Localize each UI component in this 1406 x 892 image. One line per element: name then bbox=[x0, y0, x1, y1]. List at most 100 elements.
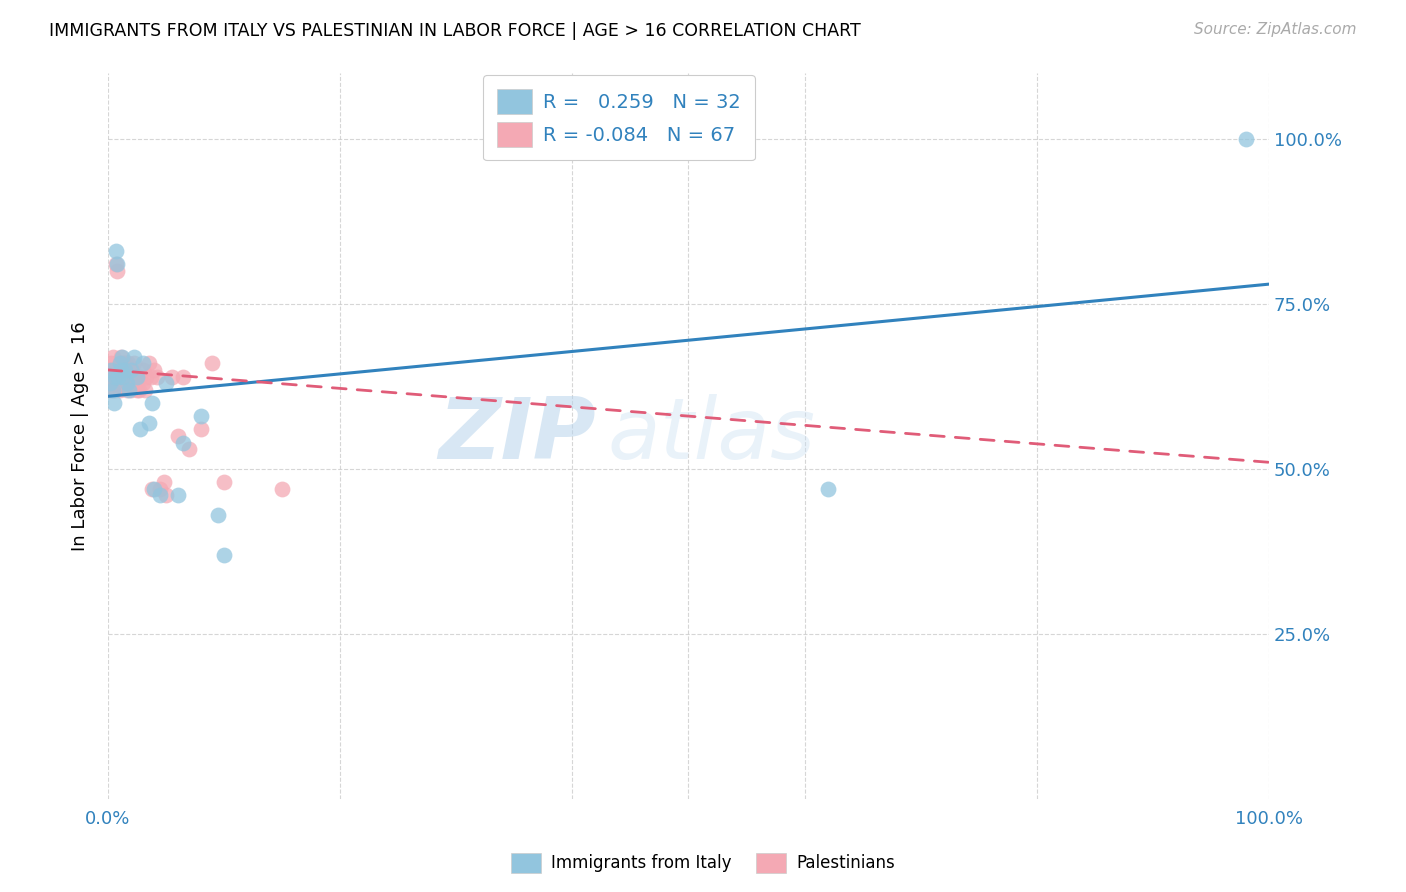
Point bbox=[138, 356, 160, 370]
Point bbox=[100, 356, 122, 370]
Legend: Immigrants from Italy, Palestinians: Immigrants from Italy, Palestinians bbox=[505, 847, 901, 880]
Point bbox=[149, 488, 172, 502]
Point bbox=[105, 257, 128, 271]
Point bbox=[128, 383, 150, 397]
Point bbox=[114, 356, 136, 370]
Point bbox=[125, 369, 148, 384]
Point bbox=[118, 376, 141, 391]
Text: ZIP: ZIP bbox=[437, 394, 596, 477]
Point bbox=[118, 383, 141, 397]
Point bbox=[129, 369, 152, 384]
Point bbox=[107, 369, 129, 384]
Point bbox=[122, 356, 145, 370]
Point bbox=[114, 363, 136, 377]
Point bbox=[124, 369, 146, 384]
Point bbox=[1234, 132, 1257, 146]
Point bbox=[134, 383, 156, 397]
Point bbox=[105, 376, 128, 391]
Legend: R =   0.259   N = 32, R = -0.084   N = 67: R = 0.259 N = 32, R = -0.084 N = 67 bbox=[484, 76, 755, 161]
Point bbox=[138, 416, 160, 430]
Point bbox=[98, 363, 121, 377]
Point bbox=[110, 350, 132, 364]
Point bbox=[104, 369, 127, 384]
Point bbox=[141, 396, 163, 410]
Point bbox=[145, 369, 167, 384]
Point bbox=[112, 356, 135, 370]
Point bbox=[190, 409, 212, 423]
Point bbox=[155, 488, 177, 502]
Point bbox=[112, 369, 135, 384]
Point bbox=[120, 383, 142, 397]
Point bbox=[105, 363, 128, 377]
Point bbox=[143, 363, 166, 377]
Point bbox=[155, 376, 177, 391]
Point bbox=[120, 363, 142, 377]
Point bbox=[110, 363, 132, 377]
Point bbox=[143, 482, 166, 496]
Point bbox=[152, 475, 174, 489]
Point bbox=[112, 376, 135, 391]
Point bbox=[103, 376, 125, 391]
Point bbox=[120, 369, 142, 384]
Point bbox=[190, 422, 212, 436]
Point bbox=[101, 369, 124, 384]
Point bbox=[105, 244, 128, 259]
Point bbox=[104, 383, 127, 397]
Point bbox=[103, 363, 125, 377]
Point bbox=[139, 369, 162, 384]
Point bbox=[212, 475, 235, 489]
Point bbox=[166, 429, 188, 443]
Point bbox=[111, 363, 134, 377]
Text: IMMIGRANTS FROM ITALY VS PALESTINIAN IN LABOR FORCE | AGE > 16 CORRELATION CHART: IMMIGRANTS FROM ITALY VS PALESTINIAN IN … bbox=[49, 22, 860, 40]
Point bbox=[118, 369, 141, 384]
Point bbox=[103, 396, 125, 410]
Text: Source: ZipAtlas.com: Source: ZipAtlas.com bbox=[1194, 22, 1357, 37]
Point bbox=[108, 356, 131, 370]
Point bbox=[111, 350, 134, 364]
Point bbox=[112, 369, 135, 384]
Point bbox=[132, 363, 155, 377]
Point bbox=[107, 376, 129, 391]
Point bbox=[141, 482, 163, 496]
Y-axis label: In Labor Force | Age > 16: In Labor Force | Age > 16 bbox=[72, 321, 89, 550]
Point bbox=[121, 363, 143, 377]
Point bbox=[111, 376, 134, 391]
Point bbox=[172, 369, 194, 384]
Point bbox=[104, 369, 127, 384]
Point bbox=[817, 482, 839, 496]
Point bbox=[100, 383, 122, 397]
Point bbox=[98, 376, 121, 391]
Point bbox=[166, 488, 188, 502]
Point bbox=[132, 376, 155, 391]
Point bbox=[105, 363, 128, 377]
Point bbox=[114, 369, 136, 384]
Point bbox=[101, 383, 124, 397]
Text: atlas: atlas bbox=[607, 394, 815, 477]
Point bbox=[112, 363, 135, 377]
Point bbox=[115, 383, 138, 397]
Point bbox=[135, 369, 157, 384]
Point bbox=[108, 356, 131, 370]
Point bbox=[125, 369, 148, 384]
Point bbox=[179, 442, 201, 456]
Point bbox=[160, 369, 183, 384]
Point bbox=[271, 482, 294, 496]
Point bbox=[107, 369, 129, 384]
Point bbox=[129, 422, 152, 436]
Point bbox=[115, 376, 138, 391]
Point bbox=[101, 350, 124, 364]
Point bbox=[201, 356, 224, 370]
Point bbox=[149, 482, 172, 496]
Point bbox=[207, 508, 229, 522]
Point bbox=[105, 257, 128, 271]
Point bbox=[125, 383, 148, 397]
Point bbox=[117, 356, 139, 370]
Point bbox=[118, 363, 141, 377]
Point bbox=[117, 369, 139, 384]
Point bbox=[115, 376, 138, 391]
Point bbox=[98, 369, 121, 384]
Point bbox=[98, 376, 121, 391]
Point bbox=[110, 369, 132, 384]
Point bbox=[100, 363, 122, 377]
Point bbox=[132, 356, 155, 370]
